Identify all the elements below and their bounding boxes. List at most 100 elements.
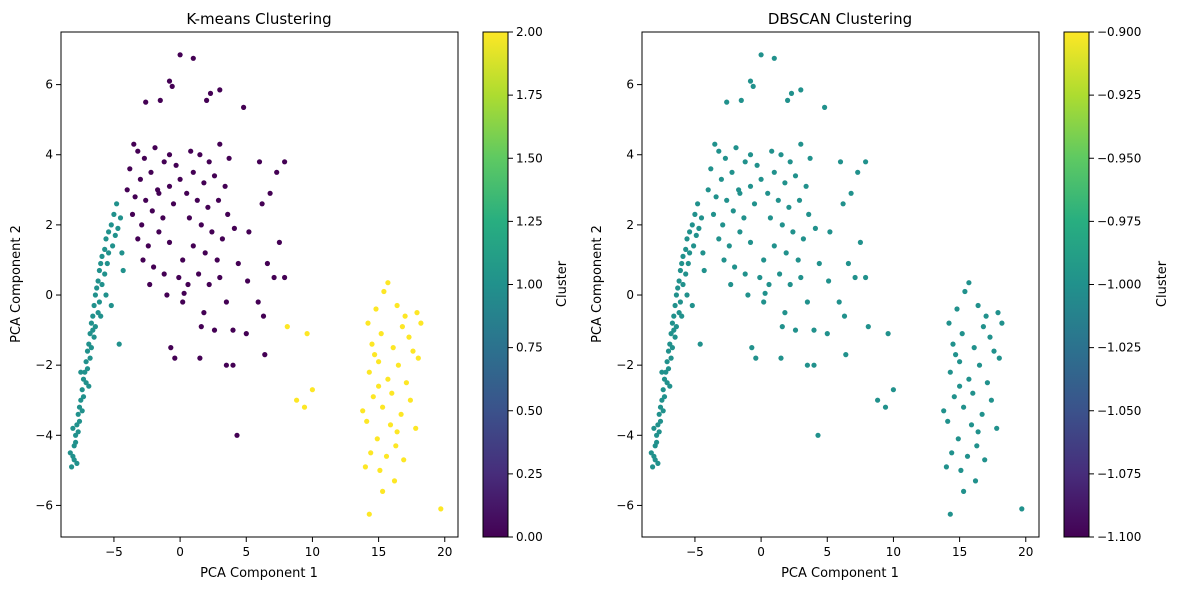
kmeans-point [75,429,81,435]
kmeans-point [410,348,416,354]
dbscan-point [971,345,977,351]
kmeans-point [112,232,118,238]
kmeans-x-tick-label: −5 [105,545,123,559]
kmeans-point [394,429,400,435]
kmeans-point [169,83,175,89]
kmeans-point [88,320,94,326]
kmeans-point [190,55,196,61]
dbscan-point [657,418,664,424]
dbscan-point [671,327,677,333]
dbscan-point [949,450,955,456]
dbscan-point [749,345,755,351]
kmeans-point [366,369,372,375]
kmeans-point [222,183,228,189]
kmeans-point [98,260,104,267]
kmeans-point [117,215,124,221]
kmeans-colorbar [482,31,509,538]
kmeans-point [207,90,214,96]
kmeans-point [116,341,122,347]
kmeans-point [243,331,249,337]
dbscan-point [804,299,811,305]
kmeans-point [362,464,368,470]
kmeans-point [381,288,387,295]
kmeans-point [143,99,149,105]
kmeans-point [160,215,166,221]
dbscan-point [885,331,891,337]
kmeans-point [230,327,236,333]
dbscan-colorbar-tick-label: −1.000 [1097,278,1141,292]
kmeans-point [145,243,151,249]
kmeans-point [170,201,177,207]
dbscan-colorbar-tick-label: −1.100 [1097,530,1141,544]
kmeans-point [241,104,247,110]
dbscan-point [843,352,849,358]
dbscan-colorbar-tick-label: −1.075 [1097,467,1141,481]
dbscan-x-tick-label: 15 [952,545,967,559]
kmeans-point [103,292,109,298]
dbscan-y-tick-label: 2 [626,218,634,232]
dbscan-point [683,246,689,252]
kmeans-y-tick-label: −6 [35,498,53,512]
kmeans-point [197,355,203,361]
dbscan-point [994,425,1000,431]
kmeans-point [96,299,102,305]
kmeans-point [87,355,93,361]
kmeans-point [157,97,163,103]
dbscan-point [811,327,817,333]
dbscan-point [957,383,963,389]
kmeans-point [194,197,200,203]
kmeans-point [124,187,130,193]
kmeans-colorbar-tick-label: 0.00 [516,530,543,544]
dbscan-point [665,348,672,354]
dbscan-point [668,355,674,361]
kmeans-point [172,355,178,361]
dbscan-point [689,222,695,228]
kmeans-point [234,432,240,438]
kmeans-point [91,334,97,340]
dbscan-point [848,190,854,196]
dbscan-scatter-points [648,52,1025,517]
dbscan-plot-frame [641,31,1040,538]
dbscan-point [747,239,754,245]
kmeans-point [137,176,143,182]
kmeans-point [99,253,105,259]
dbscan-point [951,394,957,400]
dbscan-point [857,239,864,245]
kmeans-point [119,250,125,256]
kmeans-point [364,418,370,424]
kmeans-point [394,302,400,309]
dbscan-point [652,457,658,463]
kmeans-point [78,397,84,403]
kmeans-point [209,229,215,235]
dbscan-point [766,281,772,288]
dbscan-point [783,250,789,256]
kmeans-point [205,204,211,210]
kmeans-point [149,208,155,214]
kmeans-point [370,394,376,400]
dbscan-point [827,229,833,235]
kmeans-point [219,236,225,242]
kmeans-point [152,145,158,151]
dbscan-point [775,197,781,203]
dbscan-point [722,155,729,161]
kmeans-point [83,380,89,386]
dbscan-point [767,215,774,221]
kmeans-point [108,302,114,309]
dbscan-point [943,464,950,470]
dbscan-point [661,394,668,400]
dbscan-point [983,313,989,319]
kmeans-point [78,369,84,375]
dbscan-point [648,450,654,456]
kmeans-point [156,229,162,235]
dbscan-panel: DBSCAN Clustering −5 0 5 10 15 20 −6−4−20246 … [590,10,1170,581]
dbscan-point [697,341,703,347]
kmeans-point [161,271,167,277]
dbscan-colorbar-tick-label: −1.050 [1097,404,1141,418]
kmeans-plot-frame [60,31,459,538]
dbscan-point [771,243,777,249]
dbscan-point [751,201,758,207]
kmeans-point [87,331,93,337]
kmeans-point [267,190,273,196]
kmeans-point [67,450,73,456]
